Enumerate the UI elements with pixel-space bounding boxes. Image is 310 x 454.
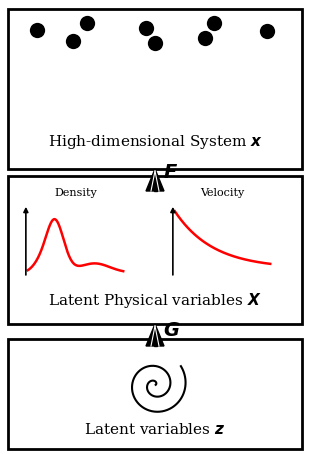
Text: High-dimensional System $\boldsymbol{x}$: High-dimensional System $\boldsymbol{x}$ bbox=[47, 133, 263, 151]
Text: Latent variables $\boldsymbol{z}$: Latent variables $\boldsymbol{z}$ bbox=[84, 422, 226, 437]
Bar bbox=[153, 176, 157, 191]
Bar bbox=[8, 9, 302, 169]
Bar bbox=[8, 176, 302, 324]
Text: $\boldsymbol{F}$: $\boldsymbol{F}$ bbox=[163, 163, 178, 182]
Polygon shape bbox=[146, 169, 164, 191]
Text: Density: Density bbox=[54, 188, 97, 198]
Text: Latent Physical variables $\boldsymbol{X}$: Latent Physical variables $\boldsymbol{X… bbox=[48, 291, 262, 310]
Text: Velocity: Velocity bbox=[200, 188, 245, 198]
Text: $\boldsymbol{G}$: $\boldsymbol{G}$ bbox=[163, 322, 180, 340]
Bar bbox=[153, 339, 157, 346]
Bar bbox=[8, 339, 302, 449]
Polygon shape bbox=[146, 324, 164, 346]
